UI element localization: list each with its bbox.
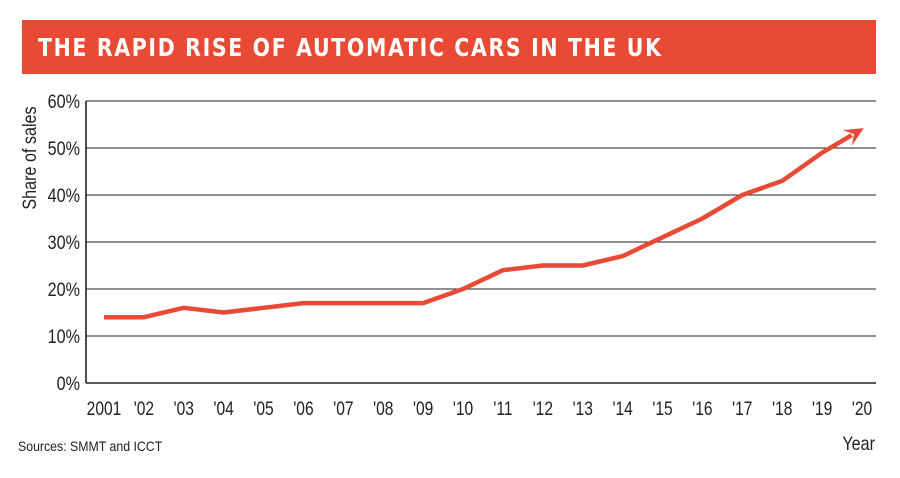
x-tick-label: '03: [174, 398, 194, 420]
x-tick-label: '13: [573, 398, 593, 420]
x-tick-label: '07: [333, 398, 353, 420]
x-tick-label: '20: [852, 398, 872, 420]
x-tick-label: '17: [732, 398, 752, 420]
x-tick-label: '04: [214, 398, 235, 420]
x-axis-ticks: 2001 '02 '03 '04 '05 '06 '07 '08 '09 '10 '11 '12 '13…: [87, 398, 872, 420]
x-tick-label: '14: [612, 398, 633, 420]
chart-title: THE RAPID RISE OF AUTOMATIC CARS IN THE …: [38, 32, 663, 62]
x-tick-label: '15: [652, 398, 672, 420]
x-tick-label: '05: [253, 398, 273, 420]
y-tick-label: 30%: [48, 232, 81, 254]
title-banner: THE RAPID RISE OF AUTOMATIC CARS IN THE …: [22, 20, 876, 74]
grid-lines: [85, 100, 876, 384]
x-tick-label: '12: [533, 398, 553, 420]
x-tick-label: '02: [134, 398, 154, 420]
y-tick-label: 50%: [48, 138, 81, 160]
x-axis-label: Year: [842, 433, 875, 455]
y-axis-label: Share of sales: [19, 106, 41, 209]
x-tick-label: '11: [493, 398, 512, 420]
x-tick-label: '08: [373, 398, 393, 420]
x-tick-label: '10: [453, 398, 473, 420]
x-tick-label: '06: [293, 398, 313, 420]
x-tick-label: '16: [692, 398, 712, 420]
source-note: Sources: SMMT and ICCT: [18, 438, 163, 454]
y-tick-label: 0%: [57, 373, 81, 395]
y-tick-label: 60%: [48, 91, 81, 113]
y-tick-label: 20%: [48, 279, 81, 301]
y-tick-label: 40%: [48, 185, 81, 207]
y-tick-label: 10%: [48, 326, 81, 348]
x-tick-label: '18: [772, 398, 792, 420]
x-tick-label: 2001: [87, 398, 122, 420]
x-tick-label: '09: [413, 398, 433, 420]
series-arrowhead: [842, 128, 864, 146]
x-tick-label: '19: [812, 398, 832, 420]
series-layer: [103, 128, 864, 320]
series-line: [104, 133, 853, 320]
y-axis-ticks: 0% 10% 20% 30% 40% 50% 60%: [48, 91, 81, 395]
